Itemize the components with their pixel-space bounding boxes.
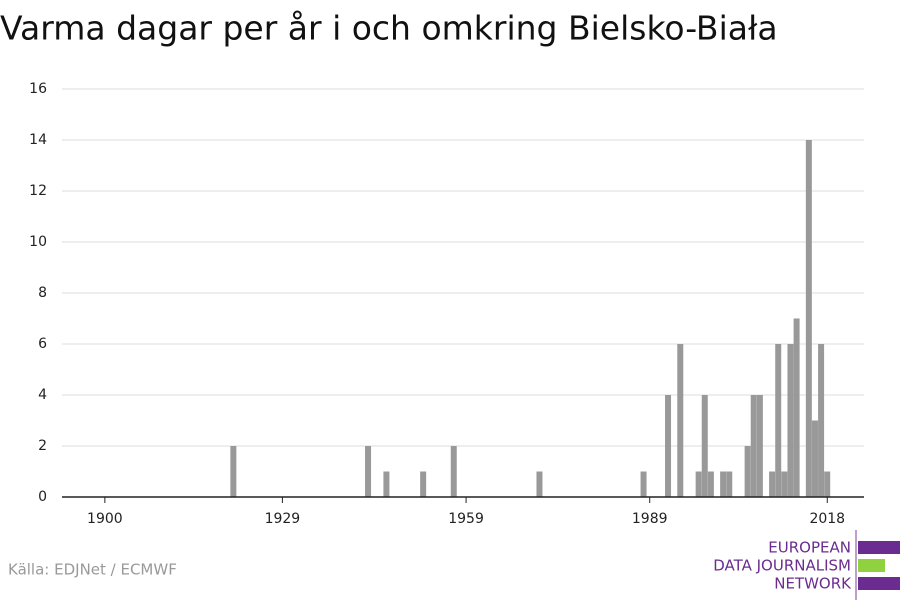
bar: [230, 446, 237, 497]
bar: [420, 471, 427, 497]
logo-bar: [858, 541, 900, 554]
bar: [744, 446, 751, 497]
x-tick-label: 2018: [809, 511, 845, 527]
bar: [811, 420, 818, 497]
bar: [756, 395, 763, 497]
bar: [769, 471, 776, 497]
logo-bar: [858, 559, 885, 572]
y-tick-label: 12: [29, 183, 47, 199]
logo-text: DATA JOURNALISM: [713, 557, 851, 575]
y-tick-label: 6: [38, 336, 47, 352]
bar: [701, 395, 708, 497]
bar: [750, 395, 757, 497]
x-tick-label: 1989: [632, 511, 668, 527]
bar: [640, 471, 647, 497]
bar: [781, 471, 788, 497]
bar: [536, 471, 543, 497]
bar: [383, 471, 390, 497]
y-tick-label: 14: [29, 132, 47, 148]
bar: [450, 446, 457, 497]
bar: [707, 471, 714, 497]
bar: [818, 344, 825, 497]
bar: [365, 446, 372, 497]
bar: [695, 471, 702, 497]
x-tick-label: 1929: [265, 511, 301, 527]
y-tick-label: 4: [38, 387, 47, 403]
y-tick-label: 0: [38, 489, 47, 505]
bar: [805, 140, 812, 497]
source: Källa: EDJNet / ECMWF: [8, 561, 177, 579]
bar: [793, 318, 800, 497]
y-tick-label: 8: [38, 285, 47, 301]
y-tick-label: 2: [38, 438, 47, 454]
logo-text: NETWORK: [774, 575, 852, 593]
logo: EUROPEAN DATA JOURNALISM NETWORK: [713, 530, 900, 600]
bar: [775, 344, 782, 497]
bar: [824, 471, 831, 497]
bar: [677, 344, 684, 497]
logo-text: EUROPEAN: [768, 539, 851, 557]
y-tick-label: 16: [29, 81, 47, 97]
x-tick-label: 1959: [448, 511, 484, 527]
logo-bar: [858, 577, 900, 590]
bar: [787, 344, 794, 497]
bar: [720, 471, 727, 497]
bar: [665, 395, 672, 497]
x-tick-label: 1900: [87, 511, 123, 527]
y-tick-label: 10: [29, 234, 47, 250]
chart-title: Varma dagar per år i och omkring Bielsko…: [0, 9, 778, 48]
bar: [726, 471, 733, 497]
